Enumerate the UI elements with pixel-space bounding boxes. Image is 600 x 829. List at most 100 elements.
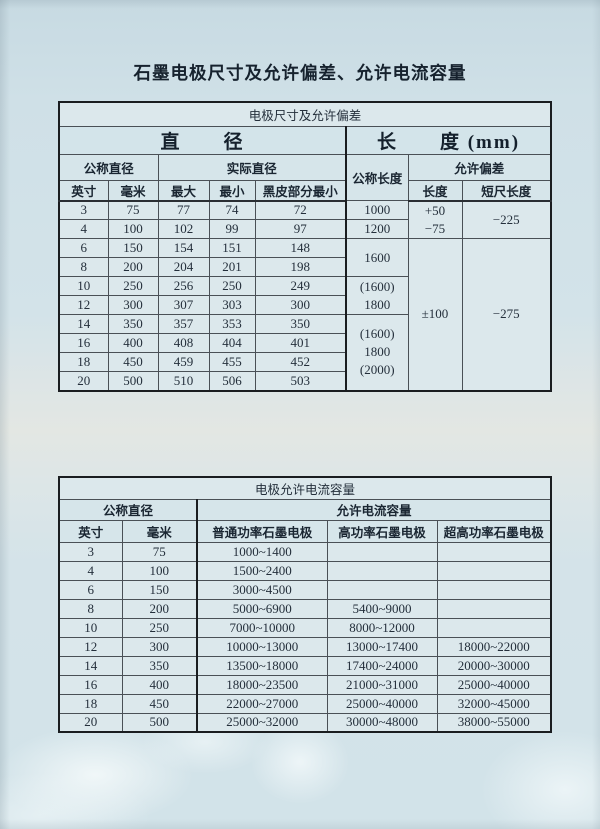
cell-high-power: 17400~24000 xyxy=(326,655,438,676)
table-row: 14 350 357 353 350 (1600) 1800 (2000) xyxy=(58,314,551,391)
cell-mm: 100 xyxy=(121,560,198,581)
cell-max: 357 xyxy=(157,314,210,334)
cell-inch: 8 xyxy=(58,598,123,619)
cell-ultra-high-power xyxy=(436,560,552,581)
cell-mm: 200 xyxy=(121,598,198,619)
table-row: 16 400 18000~23500 21000~31000 25000~400… xyxy=(58,674,552,695)
cell-ultra-high-power: 32000~45000 xyxy=(436,693,552,714)
max-column-header: 最大 xyxy=(157,179,210,202)
cell-nominal-length: (1600) 1800 xyxy=(345,276,409,315)
cell-min: 303 xyxy=(208,295,256,315)
page-title: 石墨电极尺寸及允许偏差、允许电流容量 xyxy=(133,63,467,83)
cell-inch: 14 xyxy=(58,314,109,334)
dimension-tolerance-table: 电极尺寸及允许偏差 直 径 长 度 (mm) 公称直径 实际直径 公称长度 允许… xyxy=(58,101,553,392)
tolerance-line: −75 xyxy=(424,220,446,236)
table2-title: 电极允许电流容量 xyxy=(58,476,552,500)
length-section-header: 长 度 (mm) xyxy=(344,125,552,155)
cell-mm: 300 xyxy=(107,295,159,315)
table-row: 20 500 25000~32000 30000~48000 38000~550… xyxy=(58,712,552,733)
actual-diameter-header: 实际直径 xyxy=(157,153,347,181)
table-row: 4 100 1500~2400 xyxy=(58,560,552,581)
cell-regular-power: 25000~32000 xyxy=(196,712,328,733)
cell-max: 154 xyxy=(157,238,210,258)
table-title-row: 电极允许电流容量 xyxy=(58,476,552,500)
cell-black-min: 97 xyxy=(254,219,347,239)
cell-nominal-length: 1200 xyxy=(345,219,409,239)
table-row: 18 450 459 455 452 xyxy=(58,352,551,372)
cell-length-tolerance: ±100 xyxy=(407,238,463,391)
cell-regular-power: 22000~27000 xyxy=(196,693,328,714)
cell-mm: 250 xyxy=(121,617,198,638)
cell-ultra-high-power xyxy=(436,579,552,600)
column-header-row: 英寸 毫米 最大 最小 黑皮部分最小 长度 短尺长度 xyxy=(58,179,552,202)
cell-inch: 14 xyxy=(58,655,123,676)
cell-regular-power: 13500~18000 xyxy=(196,655,328,676)
high-power-column-header: 高功率石墨电极 xyxy=(326,519,438,543)
cell-length-tolerance: +50 −75 xyxy=(407,200,463,239)
group-header-row: 公称直径 允许电流容量 xyxy=(58,498,552,521)
cell-max: 256 xyxy=(157,276,210,296)
cell-mm: 75 xyxy=(121,541,198,562)
cell-mm: 150 xyxy=(121,579,198,600)
cell-ultra-high-power xyxy=(436,617,552,638)
table1-title: 电极尺寸及允许偏差 xyxy=(58,101,552,127)
column-header-row: 英寸 毫米 普通功率石墨电极 高功率石墨电极 超高功率石墨电极 xyxy=(58,519,552,543)
inch-column-header: 英寸 xyxy=(58,179,109,202)
cell-mm: 150 xyxy=(107,238,159,258)
cell-ultra-high-power: 18000~22000 xyxy=(436,636,552,657)
cell-max: 510 xyxy=(157,371,210,391)
inch-column-header: 英寸 xyxy=(58,519,123,543)
min-column-header: 最小 xyxy=(208,179,256,202)
cell-max: 307 xyxy=(157,295,210,315)
table-row: 20 500 510 506 503 xyxy=(58,371,551,391)
cell-black-min: 503 xyxy=(254,371,347,391)
nominal-diameter-header: 公称直径 xyxy=(58,153,159,181)
tolerance-line: +50 xyxy=(424,202,446,218)
cell-short-length-tolerance: −275 xyxy=(461,238,552,391)
cell-high-power: 21000~31000 xyxy=(326,674,438,695)
cell-inch: 10 xyxy=(58,617,123,638)
cell-black-min: 300 xyxy=(254,295,347,315)
cell-inch: 20 xyxy=(58,371,109,391)
cell-inch: 18 xyxy=(58,693,123,714)
nominal-length-line: (1600) xyxy=(359,278,395,294)
cell-inch: 20 xyxy=(58,712,123,733)
nominal-length-line: 1800 xyxy=(364,344,391,360)
cell-mm: 300 xyxy=(121,636,198,657)
cell-inch: 8 xyxy=(58,257,109,277)
cell-inch: 4 xyxy=(58,560,123,581)
table-row: 16 400 408 404 401 xyxy=(58,333,551,353)
regular-power-column-header: 普通功率石墨电极 xyxy=(196,519,328,543)
cell-inch: 10 xyxy=(58,276,109,296)
table-row: 18 450 22000~27000 25000~40000 32000~450… xyxy=(58,693,552,714)
cell-black-min: 148 xyxy=(254,238,347,258)
cell-short-length-tolerance: −225 xyxy=(461,200,552,239)
cell-mm: 450 xyxy=(121,693,198,714)
cell-black-min: 401 xyxy=(254,333,347,353)
capacity-header: 允许电流容量 xyxy=(195,498,552,521)
cell-max: 459 xyxy=(157,352,210,372)
cell-max: 77 xyxy=(157,200,210,220)
cell-high-power xyxy=(326,579,438,600)
cell-min: 404 xyxy=(208,333,256,353)
cell-mm: 200 xyxy=(107,257,159,277)
mm-column-header: 毫米 xyxy=(121,519,198,543)
cell-mm: 400 xyxy=(107,333,159,353)
cell-inch: 3 xyxy=(58,541,123,562)
short-length-column-header: 短尺长度 xyxy=(461,179,552,202)
cell-ultra-high-power: 25000~40000 xyxy=(436,674,552,695)
table-row: 12 300 10000~13000 13000~17400 18000~220… xyxy=(58,636,552,657)
cell-min: 250 xyxy=(208,276,256,296)
cell-nominal-length: 1000 xyxy=(345,200,409,220)
cell-inch: 4 xyxy=(58,219,109,239)
cell-high-power xyxy=(326,541,438,562)
table-row: 3 75 77 74 72 1000 +50 −75 −225 xyxy=(58,200,552,239)
table-row: 10 250 256 250 249 (1600) 1800 xyxy=(58,276,551,315)
cell-inch: 18 xyxy=(58,352,109,372)
cell-min: 74 xyxy=(208,200,256,220)
table-row: 8 200 5000~6900 5400~9000 xyxy=(58,598,552,619)
cell-regular-power: 7000~10000 xyxy=(196,617,328,638)
cell-mm: 100 xyxy=(107,219,159,239)
cell-regular-power: 3000~4500 xyxy=(196,579,328,600)
